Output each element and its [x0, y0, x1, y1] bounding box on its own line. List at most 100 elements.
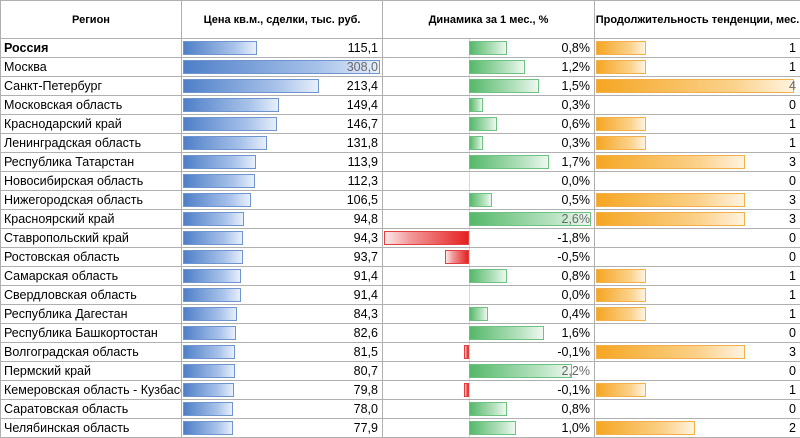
dynamics-cell[interactable]: 0,6% — [383, 115, 595, 134]
region-cell[interactable]: Нижегородская область — [1, 191, 182, 210]
dynamics-cell[interactable]: 1,7% — [383, 153, 595, 172]
dynamics-cell[interactable]: 0,3% — [383, 134, 595, 153]
dynamics-cell[interactable]: -0,5% — [383, 248, 595, 267]
region-cell[interactable]: Самарская область — [1, 267, 182, 286]
price-bar — [183, 136, 267, 150]
region-cell[interactable]: Республика Башкортостан — [1, 324, 182, 343]
duration-value: 4 — [789, 77, 796, 95]
duration-cell[interactable]: 1 — [595, 39, 800, 58]
region-cell[interactable]: Челябинская область — [1, 419, 182, 438]
price-cell[interactable]: 77,9 — [182, 419, 383, 438]
region-cell[interactable]: Кемеровская область - Кузбасс — [1, 381, 182, 400]
region-cell[interactable]: Ростовская область — [1, 248, 182, 267]
dynamics-cell[interactable]: 1,6% — [383, 324, 595, 343]
duration-cell[interactable]: 0 — [595, 229, 800, 248]
region-cell[interactable]: Ставропольский край — [1, 229, 182, 248]
duration-cell[interactable]: 0 — [595, 324, 800, 343]
dynamics-cell[interactable]: -0,1% — [383, 381, 595, 400]
region-cell[interactable]: Новосибирская область — [1, 172, 182, 191]
region-cell[interactable]: Россия — [1, 39, 182, 58]
price-cell[interactable]: 115,1 — [182, 39, 383, 58]
region-cell[interactable]: Свердловская область — [1, 286, 182, 305]
duration-cell[interactable]: 3 — [595, 191, 800, 210]
duration-cell[interactable]: 1 — [595, 286, 800, 305]
price-cell[interactable]: 131,8 — [182, 134, 383, 153]
dynamics-cell[interactable]: 1,5% — [383, 77, 595, 96]
dynamics-cell[interactable]: 0,3% — [383, 96, 595, 115]
dynamics-cell[interactable]: 2,2% — [383, 362, 595, 381]
dynamics-cell[interactable]: -1,8% — [383, 229, 595, 248]
region-cell[interactable]: Московская область — [1, 96, 182, 115]
region-cell[interactable]: Волгоградская область — [1, 343, 182, 362]
dynamics-cell[interactable]: 1,0% — [383, 419, 595, 438]
region-cell[interactable]: Краснодарский край — [1, 115, 182, 134]
dynamics-cell[interactable]: 0,8% — [383, 39, 595, 58]
header-price[interactable]: Цена кв.м., сделки, тыс. руб. — [182, 1, 383, 39]
dynamics-cell[interactable]: 0,8% — [383, 400, 595, 419]
region-cell[interactable]: Санкт-Петербург — [1, 77, 182, 96]
price-cell[interactable]: 213,4 — [182, 77, 383, 96]
duration-cell[interactable]: 0 — [595, 172, 800, 191]
dynamics-cell[interactable]: 1,2% — [383, 58, 595, 77]
duration-cell[interactable]: 1 — [595, 305, 800, 324]
duration-bar — [596, 307, 646, 321]
header-dynamics[interactable]: Динамика за 1 мес., % — [383, 1, 595, 39]
dynamics-cell[interactable]: 0,0% — [383, 172, 595, 191]
price-cell[interactable]: 80,7 — [182, 362, 383, 381]
price-value: 77,9 — [354, 419, 378, 437]
duration-cell[interactable]: 0 — [595, 248, 800, 267]
region-cell[interactable]: Республика Дагестан — [1, 305, 182, 324]
price-cell[interactable]: 94,8 — [182, 210, 383, 229]
price-cell[interactable]: 93,7 — [182, 248, 383, 267]
duration-cell[interactable]: 3 — [595, 210, 800, 229]
header-duration[interactable]: Продолжительность тенденции, мес. — [595, 1, 800, 39]
dynamics-cell[interactable]: 0,4% — [383, 305, 595, 324]
duration-cell[interactable]: 4 — [595, 77, 800, 96]
dynamics-cell[interactable]: 0,0% — [383, 286, 595, 305]
region-cell[interactable]: Саратовская область — [1, 400, 182, 419]
price-cell[interactable]: 91,4 — [182, 286, 383, 305]
region-cell[interactable]: Ленинградская область — [1, 134, 182, 153]
price-cell-content: 149,4 — [182, 96, 382, 114]
price-cell[interactable]: 79,8 — [182, 381, 383, 400]
region-cell[interactable]: Москва — [1, 58, 182, 77]
region-cell[interactable]: Красноярский край — [1, 210, 182, 229]
dynamics-cell[interactable]: 2,6% — [383, 210, 595, 229]
duration-cell[interactable]: 0 — [595, 96, 800, 115]
price-cell[interactable]: 81,5 — [182, 343, 383, 362]
price-cell[interactable]: 106,5 — [182, 191, 383, 210]
dynamics-cell[interactable]: 0,5% — [383, 191, 595, 210]
price-cell[interactable]: 113,9 — [182, 153, 383, 172]
dynamics-cell[interactable]: -0,1% — [383, 343, 595, 362]
price-cell[interactable]: 82,6 — [182, 324, 383, 343]
duration-cell[interactable]: 1 — [595, 134, 800, 153]
dynamics-negative-bar — [464, 383, 469, 397]
region-cell[interactable]: Пермский край — [1, 362, 182, 381]
price-cell[interactable]: 112,3 — [182, 172, 383, 191]
duration-cell[interactable]: 1 — [595, 381, 800, 400]
price-cell[interactable]: 78,0 — [182, 400, 383, 419]
duration-cell[interactable]: 3 — [595, 153, 800, 172]
price-cell-content: 94,8 — [182, 210, 382, 228]
price-cell[interactable]: 84,3 — [182, 305, 383, 324]
dynamics-cell[interactable]: 0,8% — [383, 267, 595, 286]
header-region[interactable]: Регион — [1, 1, 182, 39]
duration-cell[interactable]: 0 — [595, 400, 800, 419]
price-cell[interactable]: 94,3 — [182, 229, 383, 248]
duration-cell[interactable]: 1 — [595, 58, 800, 77]
dynamics-value: 0,0% — [562, 172, 591, 190]
duration-cell[interactable]: 3 — [595, 343, 800, 362]
price-cell[interactable]: 91,4 — [182, 267, 383, 286]
duration-cell-content: 1 — [595, 305, 800, 323]
duration-cell[interactable]: 1 — [595, 267, 800, 286]
price-cell[interactable]: 308,0 — [182, 58, 383, 77]
duration-cell[interactable]: 0 — [595, 362, 800, 381]
region-cell[interactable]: Республика Татарстан — [1, 153, 182, 172]
duration-cell[interactable]: 1 — [595, 115, 800, 134]
duration-value: 0 — [789, 400, 796, 418]
price-cell[interactable]: 149,4 — [182, 96, 383, 115]
duration-cell[interactable]: 2 — [595, 419, 800, 438]
price-cell[interactable]: 146,7 — [182, 115, 383, 134]
